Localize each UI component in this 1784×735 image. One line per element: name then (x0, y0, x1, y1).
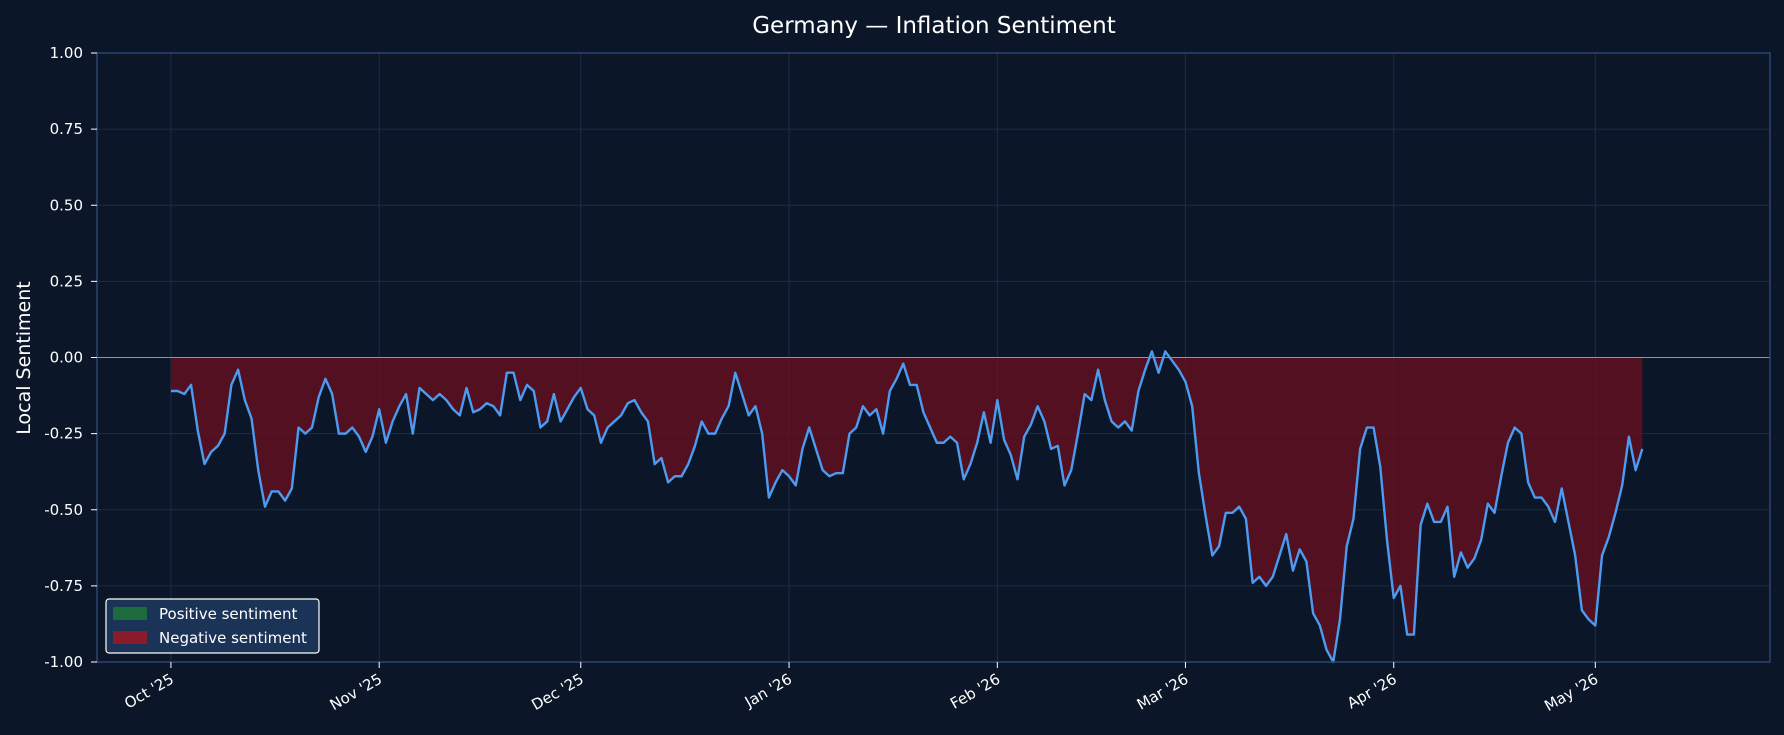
legend: Positive sentiment Negative sentiment (105, 598, 320, 654)
legend-label-positive: Positive sentiment (159, 605, 298, 623)
legend-swatch-positive (113, 607, 147, 620)
negative-area (170, 357, 1643, 662)
negative-sentiment-area (170, 357, 1643, 662)
y-tick-label: -1.00 (44, 653, 83, 671)
y-tick-label: -0.75 (44, 577, 83, 595)
y-axis-label: Local Sentiment (13, 281, 35, 435)
y-axis: 1.00 0.75 0.50 0.25 0.00 -0.25 -0.50 -0.75 -1.00 (44, 44, 97, 671)
chart-title: Germany — Inflation Sentiment (752, 13, 1116, 39)
y-tick-label: 0.50 (50, 196, 83, 214)
y-tick-label: 1.00 (50, 44, 83, 62)
legend-swatch-negative (113, 631, 147, 644)
legend-box (105, 598, 320, 654)
sentiment-line (170, 350, 1644, 664)
legend-label-negative: Negative sentiment (159, 629, 307, 647)
y-tick-label: 0.75 (50, 120, 83, 138)
y-tick-label: -0.50 (44, 501, 83, 519)
y-tick-label: -0.25 (44, 425, 83, 443)
sentiment-series-line (170, 350, 1644, 664)
y-tick-label: 0.25 (50, 272, 83, 290)
y-tick-label: 0.00 (50, 349, 83, 367)
